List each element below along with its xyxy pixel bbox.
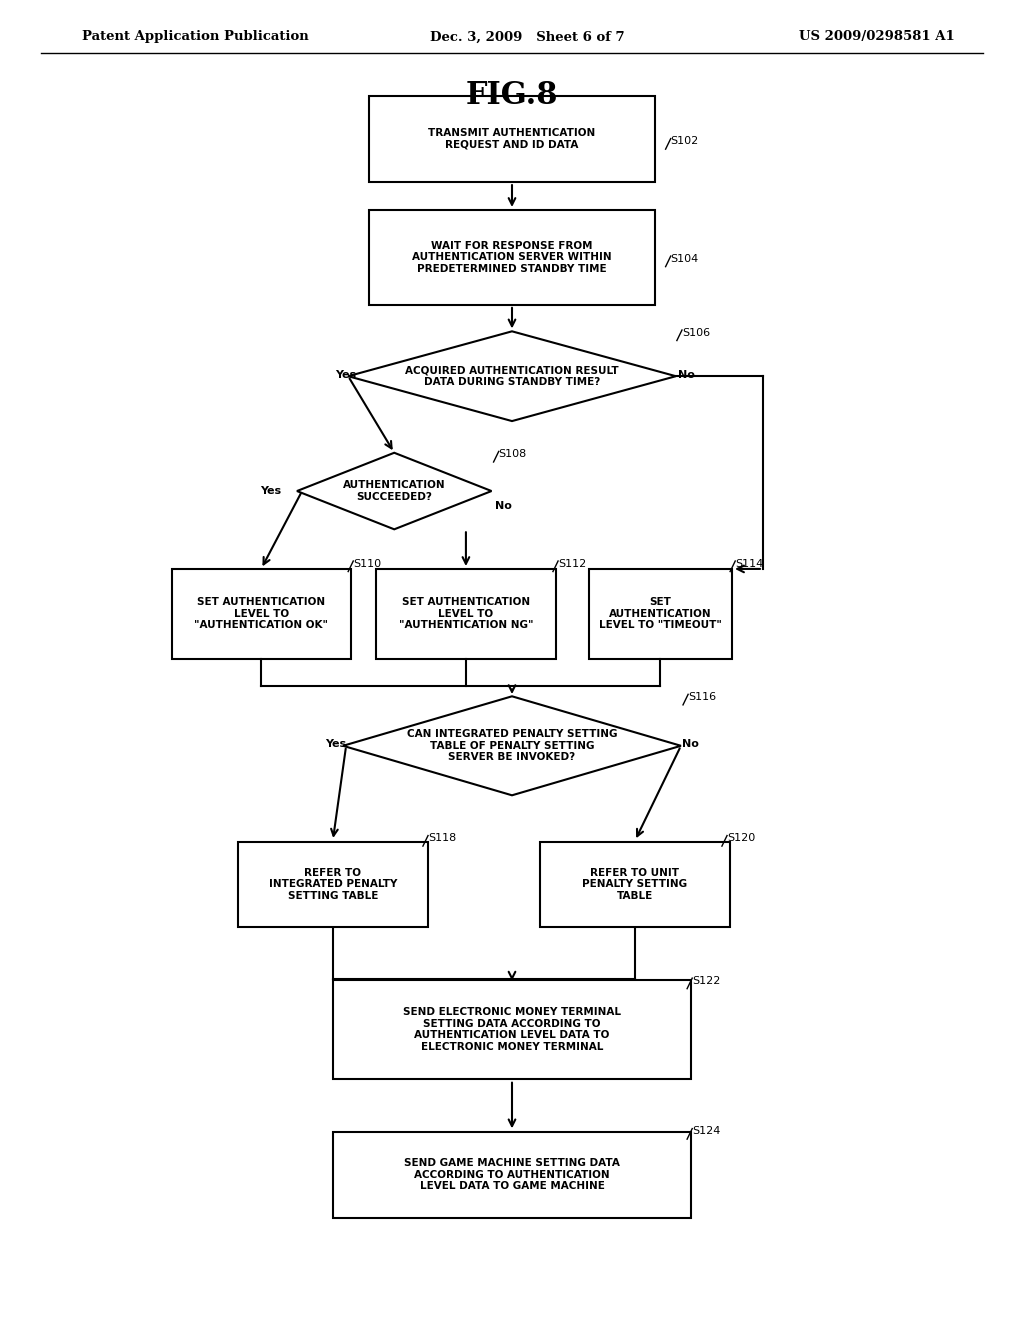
Text: S108: S108 — [499, 449, 527, 459]
Text: SET AUTHENTICATION
LEVEL TO
"AUTHENTICATION OK": SET AUTHENTICATION LEVEL TO "AUTHENTICAT… — [195, 597, 328, 631]
Text: CAN INTEGRATED PENALTY SETTING
TABLE OF PENALTY SETTING
SERVER BE INVOKED?: CAN INTEGRATED PENALTY SETTING TABLE OF … — [407, 729, 617, 763]
Text: No: No — [678, 370, 694, 380]
Text: S102: S102 — [671, 136, 699, 147]
Text: AUTHENTICATION
SUCCEEDED?: AUTHENTICATION SUCCEEDED? — [343, 480, 445, 502]
Text: WAIT FOR RESPONSE FROM
AUTHENTICATION SERVER WITHIN
PREDETERMINED STANDBY TIME: WAIT FOR RESPONSE FROM AUTHENTICATION SE… — [413, 240, 611, 275]
FancyBboxPatch shape — [377, 569, 555, 659]
Text: Yes: Yes — [335, 370, 356, 380]
Text: S124: S124 — [692, 1126, 721, 1137]
Text: No: No — [682, 739, 698, 750]
FancyBboxPatch shape — [238, 842, 428, 927]
Text: TRANSMIT AUTHENTICATION
REQUEST AND ID DATA: TRANSMIT AUTHENTICATION REQUEST AND ID D… — [428, 128, 596, 149]
Text: S114: S114 — [735, 558, 764, 569]
Text: US 2009/0298581 A1: US 2009/0298581 A1 — [799, 30, 954, 44]
Text: S122: S122 — [692, 975, 721, 986]
Text: Yes: Yes — [260, 486, 282, 496]
Text: S118: S118 — [428, 833, 457, 843]
Text: SET
AUTHENTICATION
LEVEL TO "TIMEOUT": SET AUTHENTICATION LEVEL TO "TIMEOUT" — [599, 597, 722, 631]
Text: SET AUTHENTICATION
LEVEL TO
"AUTHENTICATION NG": SET AUTHENTICATION LEVEL TO "AUTHENTICAT… — [398, 597, 534, 631]
FancyBboxPatch shape — [369, 210, 655, 305]
Text: S106: S106 — [682, 327, 710, 338]
Text: SEND GAME MACHINE SETTING DATA
ACCORDING TO AUTHENTICATION
LEVEL DATA TO GAME MA: SEND GAME MACHINE SETTING DATA ACCORDING… — [404, 1158, 620, 1192]
Text: Patent Application Publication: Patent Application Publication — [82, 30, 308, 44]
Polygon shape — [297, 453, 492, 529]
Polygon shape — [343, 697, 681, 795]
Text: S120: S120 — [727, 833, 756, 843]
Text: FIG.8: FIG.8 — [466, 79, 558, 111]
Text: Yes: Yes — [325, 739, 346, 750]
FancyBboxPatch shape — [333, 1131, 691, 1217]
FancyBboxPatch shape — [369, 96, 655, 181]
FancyBboxPatch shape — [541, 842, 729, 927]
Polygon shape — [348, 331, 676, 421]
FancyBboxPatch shape — [589, 569, 732, 659]
Text: SEND ELECTRONIC MONEY TERMINAL
SETTING DATA ACCORDING TO
AUTHENTICATION LEVEL DA: SEND ELECTRONIC MONEY TERMINAL SETTING D… — [403, 1007, 621, 1052]
FancyBboxPatch shape — [172, 569, 350, 659]
Text: No: No — [495, 500, 511, 511]
Text: S110: S110 — [353, 558, 381, 569]
Text: Dec. 3, 2009   Sheet 6 of 7: Dec. 3, 2009 Sheet 6 of 7 — [430, 30, 625, 44]
Text: REFER TO
INTEGRATED PENALTY
SETTING TABLE: REFER TO INTEGRATED PENALTY SETTING TABL… — [268, 867, 397, 902]
Text: ACQUIRED AUTHENTICATION RESULT
DATA DURING STANDBY TIME?: ACQUIRED AUTHENTICATION RESULT DATA DURI… — [406, 366, 618, 387]
Text: S112: S112 — [558, 558, 587, 569]
FancyBboxPatch shape — [333, 979, 691, 1080]
Text: S104: S104 — [671, 253, 699, 264]
Text: S116: S116 — [688, 692, 716, 702]
Text: REFER TO UNIT
PENALTY SETTING
TABLE: REFER TO UNIT PENALTY SETTING TABLE — [583, 867, 687, 902]
